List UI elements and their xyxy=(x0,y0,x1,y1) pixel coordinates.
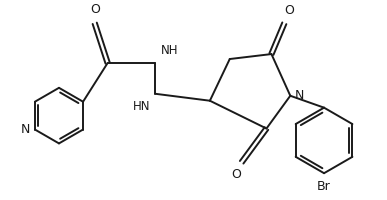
Text: O: O xyxy=(284,4,294,17)
Text: O: O xyxy=(232,168,241,181)
Text: O: O xyxy=(90,3,100,16)
Text: NH: NH xyxy=(161,44,179,57)
Text: N: N xyxy=(294,89,304,102)
Text: HN: HN xyxy=(133,100,150,113)
Text: N: N xyxy=(21,123,30,136)
Text: Br: Br xyxy=(317,180,331,193)
